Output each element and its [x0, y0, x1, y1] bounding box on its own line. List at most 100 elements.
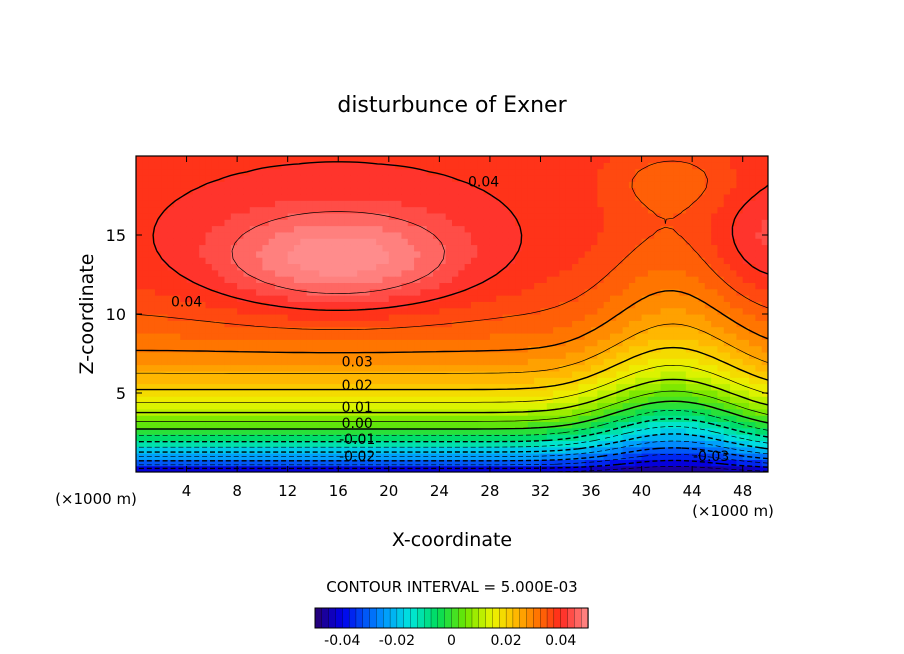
- heatmap-cell: [534, 187, 542, 195]
- heatmap-cell: [167, 377, 175, 385]
- heatmap-cell: [376, 383, 384, 391]
- heatmap-cell: [420, 345, 428, 353]
- heatmap-cell: [749, 465, 756, 472]
- heatmap-cell: [679, 263, 687, 271]
- heatmap-cell: [186, 434, 194, 441]
- heatmap-cell: [717, 351, 725, 359]
- heatmap-cell: [565, 332, 573, 340]
- heatmap-cell: [407, 238, 415, 246]
- heatmap-cell: [730, 156, 737, 163]
- heatmap-cell: [534, 408, 542, 416]
- heatmap-cell: [173, 453, 181, 460]
- heatmap-cell: [382, 314, 390, 321]
- heatmap-cell: [445, 187, 453, 195]
- heatmap-cell: [294, 389, 301, 397]
- heatmap-cell: [230, 231, 238, 239]
- heatmap-cell: [154, 244, 162, 252]
- heatmap-cell: [161, 257, 169, 265]
- heatmap-cell: [578, 263, 586, 271]
- heatmap-cell: [237, 314, 245, 321]
- heatmap-cell: [565, 301, 573, 309]
- heatmap-cell: [515, 434, 523, 441]
- heatmap-cell: [243, 351, 251, 359]
- heatmap-cell: [300, 339, 308, 347]
- heatmap-cell: [256, 156, 263, 163]
- heatmap-cell: [167, 427, 175, 435]
- heatmap-cell: [331, 370, 339, 378]
- heatmap-cell: [230, 156, 238, 163]
- heatmap-cell: [508, 383, 516, 391]
- heatmap-cell: [565, 351, 573, 359]
- heatmap-cell: [376, 326, 384, 334]
- heatmap-cell: [508, 282, 516, 290]
- heatmap-cell: [534, 351, 542, 359]
- heatmap-cell: [470, 156, 478, 163]
- heatmap-cell: [534, 358, 542, 366]
- heatmap-cell: [622, 200, 630, 208]
- heatmap-cell: [660, 332, 668, 340]
- heatmap-cell: [414, 421, 421, 429]
- heatmap-cell: [755, 415, 763, 423]
- heatmap-cell: [306, 364, 314, 372]
- heatmap-cell: [603, 231, 611, 239]
- heatmap-cell: [565, 408, 573, 416]
- heatmap-cell: [167, 193, 175, 201]
- heatmap-cell: [237, 421, 245, 429]
- heatmap-cell: [489, 332, 497, 340]
- heatmap-cell: [224, 282, 232, 290]
- heatmap-cell: [401, 257, 409, 265]
- heatmap-cell: [401, 396, 409, 404]
- heatmap-cell: [477, 200, 485, 208]
- heatmap-cell: [711, 162, 719, 170]
- heatmap-cell: [546, 282, 554, 290]
- heatmap-cell: [237, 402, 245, 410]
- heatmap-cell: [603, 314, 611, 321]
- heatmap-cell: [331, 295, 339, 302]
- heatmap-cell: [489, 402, 497, 410]
- heatmap-cell: [237, 459, 245, 467]
- heatmap-cell: [559, 200, 567, 208]
- heatmap-cell: [521, 332, 529, 340]
- heatmap-cell: [230, 434, 238, 441]
- heatmap-cell: [489, 288, 497, 296]
- heatmap-cell: [527, 434, 535, 441]
- heatmap-cell: [306, 351, 314, 359]
- heatmap-cell: [287, 276, 295, 283]
- heatmap-cell: [755, 339, 763, 347]
- heatmap-cell: [559, 257, 567, 265]
- heatmap-cell: [154, 332, 162, 340]
- heatmap-cell: [622, 231, 630, 239]
- heatmap-cell: [546, 244, 554, 252]
- heatmap-cell: [306, 174, 314, 182]
- heatmap-cell: [192, 181, 200, 189]
- heatmap-cell: [268, 453, 276, 460]
- heatmap-cell: [534, 301, 542, 309]
- heatmap-cell: [363, 269, 371, 277]
- heatmap-cell: [369, 168, 377, 176]
- heatmap-cell: [306, 332, 314, 340]
- heatmap-cell: [603, 156, 611, 163]
- heatmap-cell: [742, 389, 750, 397]
- heatmap-cell: [673, 244, 681, 252]
- heatmap-cell: [603, 301, 611, 309]
- heatmap-cell: [173, 370, 181, 378]
- heatmap-cell: [205, 358, 213, 366]
- heatmap-cell: [369, 269, 377, 277]
- heatmap-cell: [338, 187, 346, 195]
- heatmap-cell: [679, 459, 687, 467]
- heatmap-cell: [603, 269, 611, 277]
- heatmap-cell: [559, 307, 567, 315]
- heatmap-cell: [489, 358, 497, 366]
- heatmap-cell: [616, 434, 624, 441]
- heatmap-cell: [572, 415, 579, 423]
- heatmap-cell: [736, 459, 744, 467]
- heatmap-cell: [382, 238, 390, 246]
- heatmap-cell: [243, 320, 251, 328]
- heatmap-cell: [610, 276, 617, 283]
- heatmap-cell: [154, 156, 162, 163]
- heatmap-cell: [136, 276, 143, 283]
- heatmap-cell: [218, 326, 226, 334]
- heatmap-cell: [426, 156, 434, 163]
- heatmap-cell: [717, 187, 725, 195]
- heatmap-cell: [294, 339, 301, 347]
